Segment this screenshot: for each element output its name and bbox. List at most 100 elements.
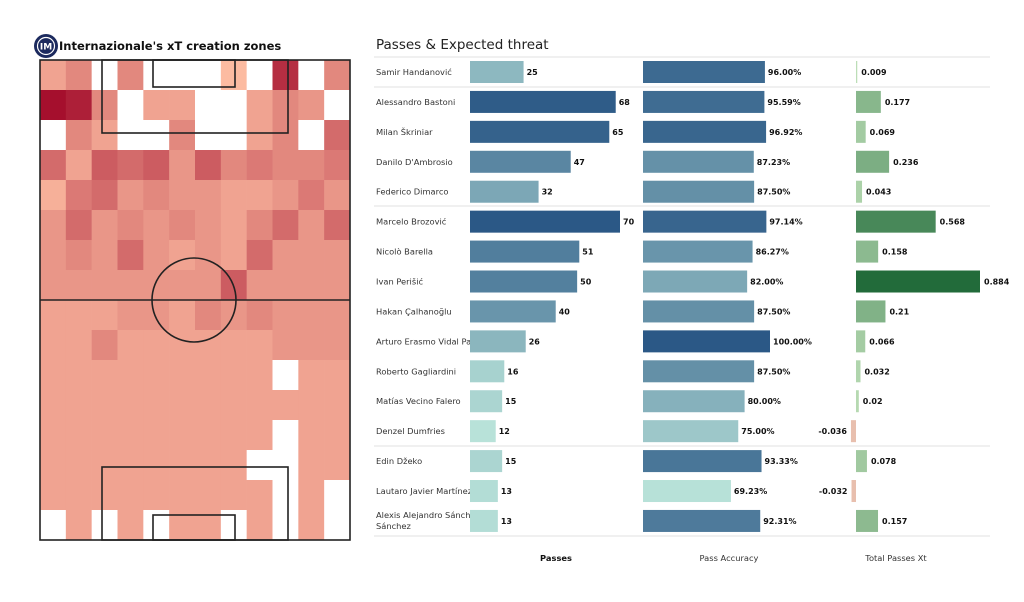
player-name: Denzel Dumfries — [376, 426, 445, 436]
passes-label: 47 — [574, 158, 585, 167]
accuracy-label: 87.50% — [757, 188, 790, 197]
accuracy-bar — [643, 120, 767, 143]
heatmap-cell — [324, 330, 351, 361]
xt-label: 0.066 — [869, 337, 895, 346]
heatmap-cell — [91, 360, 118, 391]
heatmap-cell — [272, 390, 299, 421]
heatmap-cell — [65, 450, 92, 481]
passes-label: 51 — [582, 248, 594, 257]
accuracy-bar — [643, 480, 731, 503]
accuracy-bar — [643, 390, 745, 413]
heatmap-cell — [246, 270, 273, 301]
heatmap-cell — [65, 240, 92, 271]
xt-bar-negative — [851, 480, 856, 503]
heatmap-cell — [272, 450, 299, 481]
heatmap-cell — [40, 150, 67, 181]
accuracy-bar — [643, 240, 753, 263]
accuracy-label: 75.00% — [741, 427, 774, 436]
heatmap-cell — [169, 120, 196, 151]
xt-label: -0.036 — [818, 427, 847, 436]
heatmap-cell — [220, 330, 247, 361]
xt-bar — [856, 270, 980, 293]
heatmap-cell — [246, 390, 273, 421]
heatmap-cell — [169, 150, 196, 181]
xt-bar — [856, 240, 879, 263]
passes-label: 65 — [612, 128, 624, 137]
heatmap-cell — [195, 480, 222, 511]
column-header-accuracy: Pass Accuracy — [700, 553, 759, 563]
heatmap-cell — [65, 60, 92, 91]
heatmap-cell — [220, 450, 247, 481]
passes-bar — [470, 180, 539, 203]
passes-bar — [470, 390, 503, 413]
heatmap-cell — [272, 240, 299, 271]
xt-bar — [856, 180, 863, 203]
xt-label: 0.177 — [885, 98, 910, 107]
heatmap-cell — [246, 240, 273, 271]
xt-label: 0.21 — [889, 307, 909, 316]
heatmap-cell — [91, 480, 118, 511]
chart-title: Passes & Expected threat — [376, 37, 549, 53]
heatmap-cell — [324, 210, 351, 241]
heatmap-cell — [246, 90, 273, 121]
xt-bar — [856, 300, 886, 323]
heatmap-cell — [117, 510, 144, 541]
accuracy-bar — [643, 210, 767, 233]
heatmap-cell — [143, 270, 170, 301]
heatmap-cell — [298, 180, 325, 211]
heatmap-cell — [40, 420, 67, 451]
heatmap-cell — [324, 120, 351, 151]
player-name: Nicolò Barella — [376, 247, 433, 257]
heatmap-cell — [220, 210, 247, 241]
heatmap-cell — [220, 390, 247, 421]
heatmap-cell — [298, 450, 325, 481]
xt-bar — [856, 210, 936, 233]
heatmap-cell — [272, 360, 299, 391]
heatmap-cell — [91, 510, 118, 541]
heatmap-cell — [169, 330, 196, 361]
heatmap-cell — [195, 90, 222, 121]
heatmap-cell — [324, 60, 351, 91]
heatmap-cell — [324, 180, 351, 211]
passes-label: 13 — [501, 517, 512, 526]
heatmap-cell — [143, 210, 170, 241]
heatmap-cell — [246, 210, 273, 241]
passes-bar — [470, 270, 578, 293]
accuracy-bar — [643, 360, 755, 383]
heatmap-cell — [40, 210, 67, 241]
heatmap-cell — [117, 390, 144, 421]
heatmap-cell — [324, 150, 351, 181]
passes-bar — [470, 300, 556, 323]
heatmap-cell — [143, 420, 170, 451]
accuracy-label: 97.14% — [769, 218, 802, 227]
xt-label: 0.158 — [882, 248, 908, 257]
heatmap-cell — [298, 330, 325, 361]
xt-bar — [856, 390, 859, 413]
accuracy-label: 86.27% — [756, 248, 789, 257]
heatmap-cell — [65, 300, 92, 331]
heatmap-cell — [65, 360, 92, 391]
player-name: Matías Vecino Falero — [376, 396, 461, 406]
heatmap-cell — [220, 180, 247, 211]
heatmap-cell — [117, 480, 144, 511]
heatmap-cell — [143, 330, 170, 361]
player-name: Ivan Perišić — [376, 277, 423, 287]
heatmap-cell — [272, 510, 299, 541]
xt-label: 0.157 — [882, 517, 907, 526]
heatmap-cell — [91, 300, 118, 331]
heatmap-cell — [169, 300, 196, 331]
heatmap-cell — [117, 450, 144, 481]
xt-bar — [856, 509, 879, 532]
passes-bar — [470, 240, 580, 263]
heatmap-cell — [40, 330, 67, 361]
heatmap-cell — [246, 330, 273, 361]
heatmap-cell — [195, 180, 222, 211]
heatmap-cell — [298, 150, 325, 181]
passes-bar — [470, 210, 620, 233]
passes-bar — [470, 90, 616, 113]
passes-bar — [470, 61, 524, 83]
heatmap-cell — [298, 420, 325, 451]
heatmap-cell — [220, 150, 247, 181]
heatmap-cell — [272, 90, 299, 121]
